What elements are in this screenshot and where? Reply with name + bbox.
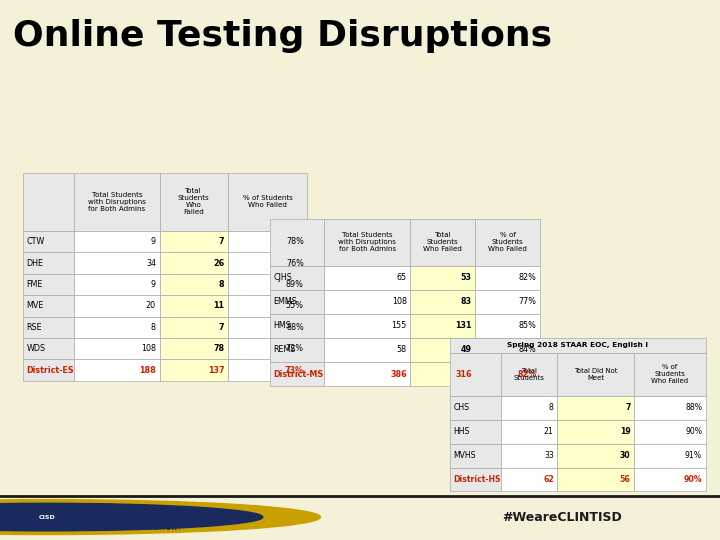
Text: 20: 20 [146,301,156,310]
Text: Total
Students
Who
Failed: Total Students Who Failed [178,188,210,215]
Text: % of
Students
Who Failed: % of Students Who Failed [488,232,527,252]
Ellipse shape [671,122,701,141]
Text: 7: 7 [625,403,631,413]
Polygon shape [583,103,634,117]
Text: 76%: 76% [286,259,304,268]
Text: 82%: 82% [518,273,536,282]
Text: Spring 2018 STAAR EOC, English I: Spring 2018 STAAR EOC, English I [508,342,648,348]
Text: 188: 188 [139,366,156,375]
Text: 55%: 55% [286,301,304,310]
Text: 56: 56 [620,475,631,484]
Text: 85%: 85% [518,321,536,330]
Text: HMS: HMS [274,321,292,330]
Text: 49: 49 [461,346,472,354]
Text: 90%: 90% [683,475,702,484]
Text: 90%: 90% [685,427,702,436]
Text: 11: 11 [213,301,224,310]
Text: 78: 78 [213,344,224,353]
Text: 78%: 78% [286,237,304,246]
Text: CJHS: CJHS [274,273,292,282]
Text: 65: 65 [397,273,407,282]
Text: CISD: CISD [38,515,55,519]
Text: CTW: CTW [27,237,45,246]
Text: MVHS: MVHS [454,451,476,460]
Text: 7: 7 [219,323,224,332]
Text: 131: 131 [455,321,472,330]
Text: 83: 83 [461,297,472,306]
Text: Total Did Not
Meet: Total Did Not Meet [574,368,618,381]
Text: 62: 62 [543,475,554,484]
Text: 7: 7 [219,237,224,246]
FancyBboxPatch shape [523,36,694,97]
Text: 8: 8 [219,280,224,289]
Text: 30: 30 [620,451,631,460]
Text: DHE: DHE [27,259,44,268]
Text: MVE: MVE [27,301,44,310]
Text: RSE: RSE [27,323,42,332]
Text: 21: 21 [544,427,554,436]
Text: 88%: 88% [286,323,304,332]
Text: Total
Students
Who Failed: Total Students Who Failed [423,232,462,252]
Text: EMMS: EMMS [274,297,297,306]
Text: 19: 19 [620,427,631,436]
Text: 386: 386 [390,369,407,379]
FancyBboxPatch shape [523,36,694,63]
Text: 77%: 77% [518,297,536,306]
Text: District-MS: District-MS [274,369,324,379]
Text: 58: 58 [397,346,407,354]
Text: 72%: 72% [286,344,304,353]
Text: 89%: 89% [286,280,304,289]
Text: 108: 108 [392,297,407,306]
Text: 34: 34 [146,259,156,268]
Text: 84%: 84% [518,346,536,354]
Text: WDS: WDS [27,344,46,353]
Text: REMS: REMS [274,346,296,354]
Circle shape [0,503,263,531]
Text: #WeareCLINTISD: #WeareCLINTISD [502,510,621,524]
Text: 33: 33 [544,451,554,460]
Text: 91%: 91% [685,451,702,460]
Text: 9: 9 [150,237,156,246]
Text: 8: 8 [549,403,554,413]
Text: Online Testing Disruptions: Online Testing Disruptions [13,19,552,53]
Polygon shape [535,117,681,124]
Text: 108: 108 [141,344,156,353]
Text: District-HS: District-HS [454,475,501,484]
Text: 137: 137 [207,366,224,375]
Text: % of
Students
Who Failed: % of Students Who Failed [652,364,688,384]
Text: 9: 9 [150,280,156,289]
Text: 8: 8 [151,323,156,332]
Text: 88%: 88% [685,403,702,413]
Circle shape [0,500,320,535]
Text: Total
Students: Total Students [514,368,544,381]
Text: 73%: 73% [285,366,304,375]
Text: 82%: 82% [517,369,536,379]
Text: 316: 316 [455,369,472,379]
Text: 53: 53 [461,273,472,282]
Text: 26: 26 [213,259,224,268]
Text: HHS: HHS [454,427,470,436]
FancyBboxPatch shape [502,124,662,139]
Text: We Build Tomorrow!: We Build Tomorrow! [97,523,182,532]
Text: Together: Together [97,505,153,515]
Text: 155: 155 [392,321,407,330]
Text: CHS: CHS [454,403,469,413]
Text: Total Students
with Disruptions
for Both Admins: Total Students with Disruptions for Both… [338,232,396,252]
Text: % of Students
Who Failed: % of Students Who Failed [243,195,292,208]
Text: FME: FME [27,280,43,289]
Text: District-ES: District-ES [27,366,74,375]
FancyBboxPatch shape [514,29,702,103]
Text: Total Students
with Disruptions
for Both Admins: Total Students with Disruptions for Both… [88,192,146,212]
